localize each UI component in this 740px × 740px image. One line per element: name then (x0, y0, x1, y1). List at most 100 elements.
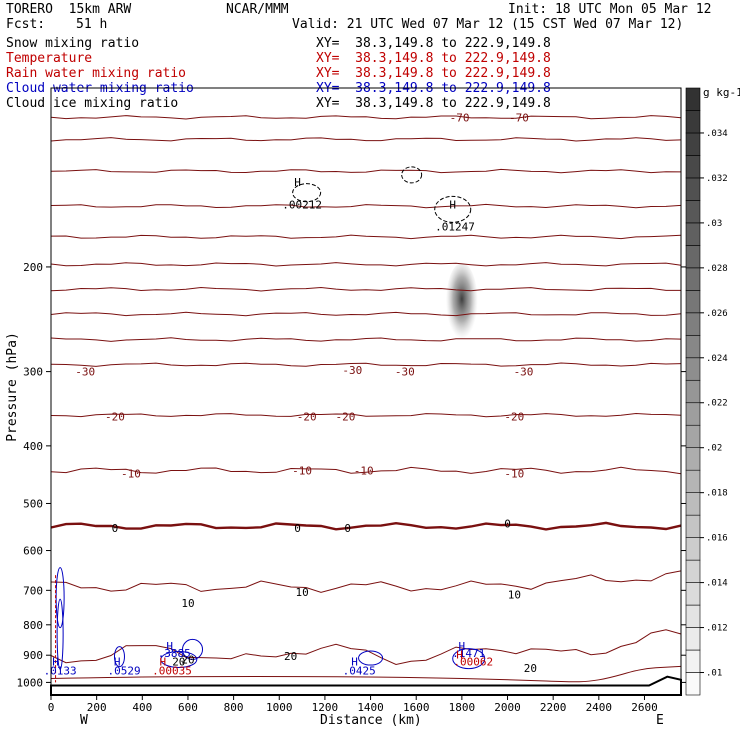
fcst-label: Fcst: (6, 17, 46, 32)
colorbar-tick-label: .02 (706, 444, 722, 454)
colorbar-cell (685, 469, 701, 493)
colorbar-cell (685, 222, 701, 246)
colorbar-cell (685, 334, 701, 359)
contour-label: H (52, 655, 59, 668)
y-tick-label: 800 (23, 619, 43, 632)
legend-snow-name: Snow mixing ratio (6, 36, 140, 51)
contour-label: .0529 (107, 665, 140, 678)
colorbar-cell (685, 110, 701, 134)
y-tick-label: 300 (23, 366, 43, 379)
x-left-end-label: W (80, 713, 88, 728)
contour-label: 20 (172, 655, 185, 668)
contour-labels: -70 -70 -30 -30 -30 -30 -20 -20 -20 -20 -10 -10 -10 -… (44, 111, 537, 677)
contour-label: .0133 (44, 665, 77, 678)
x-right-end-label: E (656, 713, 664, 728)
x-tick-label: 200 (87, 701, 107, 714)
isotherm-line (50, 412, 682, 418)
cloud-ice-contour (434, 195, 472, 223)
x-tick-label: 1800 (449, 701, 476, 714)
contour-label: 20 (524, 662, 537, 675)
colorbar-cell (685, 604, 701, 628)
valid-time: Valid: 21 UTC Wed 07 Mar 12 (15 CST Wed … (292, 17, 684, 32)
legend-cloudwater-name: Cloud water mixing ratio (6, 81, 194, 96)
cloud-water-contour (358, 650, 384, 666)
contour-label: -30 (395, 366, 415, 379)
isotherm-line (50, 286, 681, 292)
colorbar-cell (685, 649, 701, 673)
colorbar-cell (685, 177, 701, 201)
contour-label: -70 (509, 111, 529, 124)
cloud-water-contour (55, 567, 65, 629)
contour-label: 10 (181, 597, 194, 610)
x-tick-label: 400 (132, 701, 152, 714)
colorbar-tick-label: .016 (706, 534, 728, 544)
cloud-water-contour (452, 648, 486, 670)
contour-label: .3885 (158, 647, 191, 660)
colorbar-cell (685, 514, 701, 538)
legend-temp-name: Temperature (6, 51, 93, 66)
contour-label: H (294, 176, 301, 189)
contour-label: -10 (121, 467, 141, 480)
legend-rain-name: Rain water mixing ratio (6, 66, 187, 81)
colorbar-tick-label: .026 (706, 309, 728, 319)
cloud-ice-contour (292, 183, 322, 203)
contour-label: 0 (504, 517, 511, 530)
y-tick-label: 1000 (17, 676, 44, 689)
colorbar-cell (685, 132, 701, 156)
x-tick-label: 1400 (357, 701, 384, 714)
contour-label: -10 (504, 467, 524, 480)
colorbar-tick-label: .014 (706, 579, 728, 589)
isotherm-line (50, 466, 682, 475)
x-axis-label: Distance (km) (320, 713, 422, 728)
x-tick-label: 1600 (403, 701, 430, 714)
colorbar-cell (685, 357, 701, 381)
x-tick-label: 1200 (312, 701, 339, 714)
colorbar-cell (685, 200, 701, 224)
cloud-ice-contour (401, 166, 423, 184)
colorbar-cell (685, 582, 701, 606)
colorbar-tick-label: .022 (706, 399, 728, 409)
colorbar-tick-label: .03 (706, 219, 722, 229)
cloud-water-contour (113, 646, 125, 668)
colorbar-cell (685, 672, 701, 696)
contour-label: .1471 (452, 647, 485, 660)
x-tick-label: 2200 (540, 701, 567, 714)
isotherm-line (50, 115, 682, 120)
contour-label: H (114, 655, 121, 668)
contour-label: .01247 (435, 220, 475, 233)
x-tick-label: 800 (224, 701, 244, 714)
colorbar-cell (685, 627, 701, 651)
colorbar: .01 .012 .014 .016 .018 .02 .022 .024 .026 .028 .0… (685, 87, 728, 696)
legend-snow-xy: XY= 38.3,149.8 to 222.9,149.8 (316, 36, 551, 51)
y-tick-label: 500 (23, 497, 43, 510)
cloud-water-contour (56, 598, 64, 670)
contour-label: -30 (514, 366, 534, 379)
cloud-water-contour (182, 638, 204, 660)
y-tick-label: 700 (23, 584, 43, 597)
plot-border (50, 87, 682, 696)
isotherm-line (50, 570, 682, 593)
contour-label: -20 (297, 411, 317, 424)
contour-label: .0425 (343, 665, 376, 678)
contour-label: H (449, 198, 456, 211)
contour-label: H (459, 640, 466, 653)
isotherm-line (50, 234, 682, 240)
colorbar-tick-label: .032 (706, 174, 728, 184)
colorbar-cell (685, 379, 701, 404)
isotherm-line (50, 168, 682, 174)
ground-terrain (50, 675, 682, 696)
init-time: Init: 18 UTC Mon 05 Mar 12 (508, 2, 712, 17)
isotherm-line (50, 629, 682, 666)
colorbar-tick-label: .01 (706, 669, 722, 679)
legend-temp-xy: XY= 38.3,149.8 to 222.9,149.8 (316, 51, 551, 66)
plot-frame (50, 87, 682, 696)
y-tick-label: 400 (23, 440, 43, 453)
contour-label: -20 (504, 411, 524, 424)
colorbar-cell (685, 424, 701, 449)
y-tick-label: 900 (23, 649, 43, 662)
cloud-water-contour (160, 650, 198, 668)
contour-label: H (166, 640, 173, 653)
contour-label: -30 (342, 364, 362, 377)
contour-label: H (160, 655, 167, 668)
isotherm-line (50, 262, 682, 267)
